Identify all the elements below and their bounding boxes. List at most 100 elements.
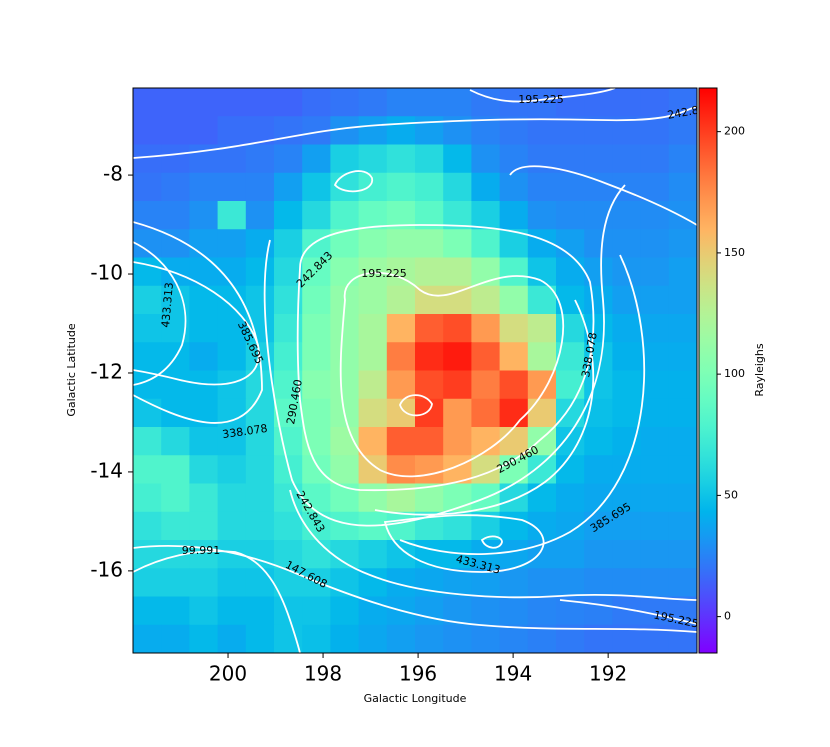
heatmap-cell bbox=[668, 568, 698, 597]
heatmap-cell bbox=[668, 427, 698, 456]
heatmap-cell bbox=[358, 257, 388, 287]
heatmap-cell bbox=[133, 172, 162, 202]
heatmap-cell bbox=[274, 540, 303, 569]
colorbar-tick-label: 0 bbox=[724, 610, 731, 623]
heatmap-cell bbox=[133, 624, 162, 654]
contour-line bbox=[296, 224, 595, 492]
heatmap-cell bbox=[640, 116, 670, 145]
heatmap-cell bbox=[471, 624, 501, 654]
heatmap-cell bbox=[527, 88, 557, 117]
heatmap-cell bbox=[302, 257, 331, 287]
heatmap-cell bbox=[556, 483, 585, 513]
heatmap-cell bbox=[133, 285, 162, 315]
heatmap-cell bbox=[499, 370, 529, 400]
heatmap-cell bbox=[415, 596, 444, 626]
heatmap-cell bbox=[189, 285, 219, 315]
heatmap-cell bbox=[189, 596, 219, 626]
heatmap-cell bbox=[302, 483, 331, 513]
heatmap-cell bbox=[217, 568, 247, 597]
heatmap-cell bbox=[443, 285, 472, 315]
heatmap-cell bbox=[189, 201, 219, 230]
heatmap-cell bbox=[386, 116, 416, 145]
heatmap-cell bbox=[302, 540, 331, 569]
heatmap-cell bbox=[584, 342, 613, 371]
heatmap-cell bbox=[274, 116, 303, 145]
heatmap-cell bbox=[133, 427, 162, 456]
heatmap-cell bbox=[161, 596, 190, 626]
heatmap-cell bbox=[358, 314, 388, 343]
heatmap-cell bbox=[302, 455, 331, 484]
heatmap-cell bbox=[499, 88, 529, 117]
heatmap-cell bbox=[386, 342, 416, 371]
contour-label: 338.078 bbox=[221, 422, 268, 441]
heatmap-cell bbox=[386, 511, 416, 541]
heatmap-cell bbox=[330, 624, 360, 654]
heatmap-cell bbox=[415, 370, 444, 400]
heatmap-cell bbox=[640, 370, 670, 400]
heatmap-cell bbox=[274, 427, 303, 456]
contour-line bbox=[399, 254, 646, 555]
heatmap-cell bbox=[556, 314, 585, 343]
heatmap-cell bbox=[161, 398, 190, 428]
heatmap-cell bbox=[612, 88, 642, 117]
plot-frame bbox=[132, 87, 698, 654]
heatmap-cell bbox=[330, 172, 360, 202]
heatmap-cell bbox=[443, 427, 472, 456]
heatmap-cell bbox=[189, 568, 219, 597]
heatmap-cell bbox=[358, 144, 388, 174]
heatmap-cell bbox=[189, 257, 219, 287]
heatmap-cell bbox=[527, 398, 557, 428]
heatmap-cell bbox=[527, 314, 557, 343]
heatmap-cell bbox=[302, 201, 331, 230]
heatmap-cell bbox=[640, 285, 670, 315]
heatmap-cell bbox=[133, 257, 162, 287]
contour-line bbox=[133, 105, 697, 159]
y-axis-label: Galactic Latitude bbox=[65, 323, 78, 417]
heatmap bbox=[133, 88, 698, 654]
heatmap-cell bbox=[274, 88, 303, 117]
heatmap-cell bbox=[133, 342, 162, 371]
heatmap-cell bbox=[556, 229, 585, 258]
x-tick-label: 196 bbox=[399, 662, 437, 686]
heatmap-cell bbox=[499, 483, 529, 513]
heatmap-cell bbox=[612, 540, 642, 569]
heatmap-cell bbox=[584, 455, 613, 484]
heatmap-cell bbox=[471, 398, 501, 428]
heatmap-cell bbox=[471, 144, 501, 174]
heatmap-cell bbox=[443, 314, 472, 343]
y-tick-label: -8 bbox=[103, 162, 123, 186]
heatmap-cell bbox=[415, 398, 444, 428]
heatmap-cell bbox=[189, 624, 219, 654]
heatmap-cell bbox=[302, 370, 331, 400]
heatmap-cell bbox=[358, 88, 388, 117]
heatmap-cell bbox=[584, 370, 613, 400]
heatmap-cell bbox=[471, 370, 501, 400]
heatmap-cell bbox=[415, 172, 444, 202]
heatmap-cell bbox=[443, 398, 472, 428]
heatmap-cell bbox=[274, 511, 303, 541]
heatmap-cell bbox=[556, 398, 585, 428]
heatmap-cell bbox=[668, 455, 698, 484]
heatmap-cell bbox=[217, 427, 247, 456]
heatmap-cell bbox=[499, 342, 529, 371]
heatmap-cell bbox=[330, 370, 360, 400]
heatmap-cell bbox=[415, 144, 444, 174]
heatmap-cell bbox=[133, 540, 162, 569]
heatmap-cell bbox=[556, 370, 585, 400]
contour-line bbox=[469, 88, 616, 103]
heatmap-cell bbox=[245, 483, 275, 513]
heatmap-cell bbox=[245, 624, 275, 654]
heatmap-cell bbox=[330, 540, 360, 569]
heatmap-cell bbox=[443, 144, 472, 174]
heatmap-cell bbox=[133, 116, 162, 145]
heatmap-cell bbox=[274, 201, 303, 230]
heatmap-cell bbox=[640, 455, 670, 484]
heatmap-cell bbox=[386, 285, 416, 315]
heatmap-cell bbox=[217, 144, 247, 174]
heatmap-cell bbox=[161, 144, 190, 174]
heatmap-cell bbox=[386, 172, 416, 202]
heatmap-cell bbox=[584, 427, 613, 456]
heatmap-cell bbox=[527, 342, 557, 371]
heatmap-cell bbox=[415, 455, 444, 484]
